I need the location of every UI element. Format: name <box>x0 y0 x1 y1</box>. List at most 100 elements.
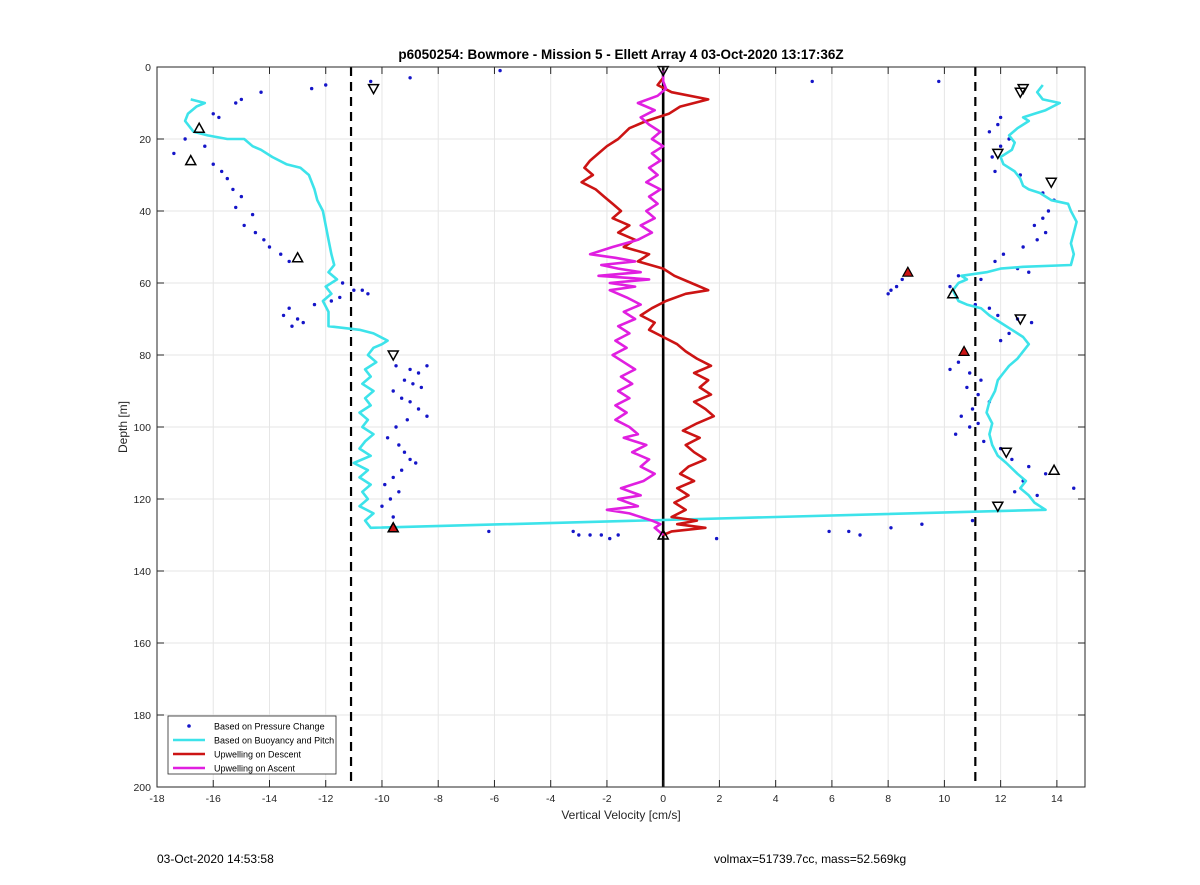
up-triangle-marker <box>192 121 206 133</box>
pressure-change-point <box>369 79 373 84</box>
pressure-change-point <box>279 252 283 256</box>
pressure-change-point <box>352 288 356 292</box>
pressure-change-point <box>900 277 904 282</box>
pressure-change-point <box>405 418 409 422</box>
pressure-change-point <box>329 299 334 303</box>
pressure-change-point <box>990 155 994 159</box>
pressure-change-point <box>982 439 986 444</box>
pressure-change-point <box>217 115 221 120</box>
pressure-change-point <box>1001 252 1006 256</box>
pressure-change-point <box>998 115 1003 120</box>
pressure-change-point <box>287 259 291 264</box>
pressure-change-point <box>1043 472 1048 476</box>
pressure-change-point <box>383 482 387 487</box>
pressure-change-point <box>993 169 997 174</box>
pressure-change-point <box>360 288 364 292</box>
pressure-change-point <box>1046 209 1051 213</box>
pressure-change-point <box>956 360 961 364</box>
pressure-change-point <box>397 490 401 494</box>
pressure-change-point <box>225 176 230 181</box>
pressure-change-point <box>970 407 975 411</box>
pressure-change-point <box>858 533 862 537</box>
legend-box <box>167 715 337 775</box>
pressure-change-point <box>1041 216 1045 220</box>
pressure-change-point <box>996 122 1000 127</box>
down-triangle-marker <box>367 83 380 96</box>
pressure-change-point <box>239 97 244 102</box>
y-tick-label: 40 <box>139 206 151 218</box>
x-tick-label: 8 <box>885 793 891 805</box>
pressure-change-point <box>577 533 581 537</box>
pressure-change-point <box>394 364 398 368</box>
pressure-change-point <box>616 533 620 537</box>
x-axis-label: Vertical Velocity [cm/s] <box>561 808 680 822</box>
pressure-change-point <box>172 151 176 156</box>
pressure-change-point <box>388 497 393 501</box>
up-triangle-marker <box>946 287 960 299</box>
pressure-change-point <box>425 414 429 418</box>
pressure-change-point <box>397 443 401 447</box>
pressure-change-point <box>416 371 421 375</box>
down-triangle-marker <box>1016 83 1030 96</box>
pressure-change-point <box>714 536 719 541</box>
pressure-change-point <box>380 504 384 508</box>
pressure-change-point <box>599 533 604 537</box>
pressure-change-point <box>968 425 972 429</box>
legend-label: Upwelling on Ascent <box>214 764 296 774</box>
pressure-change-point <box>886 292 890 296</box>
pressure-change-point <box>894 284 899 289</box>
pressure-change-point <box>366 292 370 296</box>
marker-layer <box>184 65 1061 540</box>
pressure-change-point <box>1032 223 1037 228</box>
pressure-change-point <box>588 533 592 537</box>
pressure-change-point <box>948 284 952 289</box>
pressure-change-point <box>262 238 266 242</box>
up-triangle-marker <box>291 251 304 263</box>
x-tick-label: -12 <box>318 793 333 805</box>
pressure-change-point <box>287 306 291 310</box>
pressure-change-point <box>408 367 412 372</box>
x-tick-label: -14 <box>262 793 277 805</box>
pressure-change-point <box>937 79 941 84</box>
y-axis-label: Depth [m] <box>116 401 130 453</box>
pressure-change-point <box>399 468 404 472</box>
pressure-change-point <box>402 450 407 454</box>
x-tick-label: 2 <box>717 793 723 805</box>
y-tick-label: 80 <box>139 350 151 362</box>
pressure-change-point <box>259 90 263 94</box>
pressure-change-point <box>1029 320 1034 325</box>
pressure-change-point <box>183 137 187 141</box>
y-tick-label: 100 <box>133 422 151 434</box>
pressure-change-point <box>1027 270 1031 274</box>
down-triangle-marker <box>991 501 1005 513</box>
pressure-change-point <box>324 83 328 87</box>
pressure-change-point <box>408 76 412 80</box>
x-tick-label: 4 <box>773 793 779 805</box>
x-tick-label: 10 <box>939 793 951 805</box>
pressure-change-point <box>290 324 294 328</box>
pressure-change-point <box>242 223 246 228</box>
legend-items: Based on Pressure Change Based on Buoyanc… <box>173 722 334 774</box>
pressure-change-point <box>571 529 575 534</box>
pressure-change-point <box>1072 486 1076 490</box>
pressure-change-point <box>959 414 963 418</box>
legend: Based on Pressure Change Based on Buoyanc… <box>167 715 337 775</box>
pressure-change-point <box>993 259 997 264</box>
y-tick-label: 140 <box>133 566 151 578</box>
pressure-change-point <box>239 194 244 199</box>
pressure-change-point <box>250 212 255 217</box>
pressure-change-point <box>408 400 412 404</box>
x-tick-label: -18 <box>149 793 164 805</box>
pressure-change-point <box>996 313 1000 318</box>
pressure-change-point <box>391 389 395 393</box>
x-tick-label: -8 <box>434 793 443 805</box>
legend-swatch <box>187 724 191 728</box>
pressure-change-point <box>416 407 421 411</box>
pressure-change-point <box>253 230 258 235</box>
pressure-change-point <box>391 475 395 480</box>
x-tick-label: -6 <box>490 793 499 805</box>
pressure-change-point <box>608 536 612 541</box>
legend-label: Based on Pressure Change <box>214 722 325 732</box>
pressure-change-point <box>231 187 235 192</box>
